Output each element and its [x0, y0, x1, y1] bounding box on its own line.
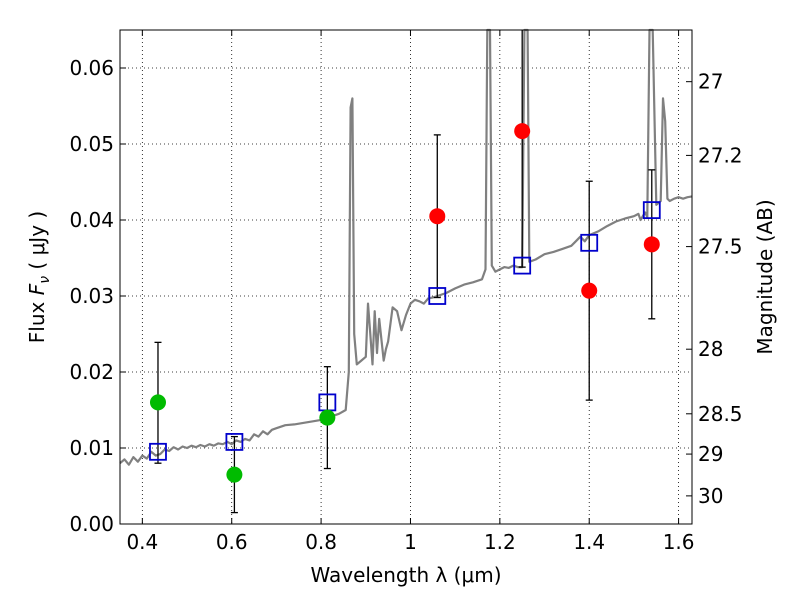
observed-green-marker — [149, 394, 166, 411]
model-photometry-marker — [225, 433, 244, 451]
x-tick-label: 1.2 — [484, 530, 516, 554]
y-tick-label: 0.03 — [69, 284, 114, 308]
y-tick-label: 0.02 — [69, 360, 114, 384]
axis-ticks: 0.4 0.6 0.8 1 1.2 1.4 1.6 0.00 0.01 0.02 0.03 0.04 0… — [69, 30, 743, 554]
y-axis-label: Flux Fν ( μJy ) — [25, 211, 53, 343]
model-sed-series — [119, 28, 693, 466]
x-tick-label: 1 — [404, 530, 417, 554]
data-markers — [149, 123, 661, 483]
right-tick-label: 28.5 — [698, 402, 743, 426]
y-axis-label-subscript: ν — [37, 276, 53, 284]
right-axis-label: Magnitude (AB) — [753, 199, 777, 354]
right-tick-label: 30 — [698, 484, 723, 508]
model-photometry-marker — [149, 442, 167, 461]
observed-green-marker — [319, 409, 336, 426]
x-tick-label: 0.8 — [305, 530, 337, 554]
x-tick-label: 0.6 — [216, 530, 248, 554]
x-axis-label: Wavelength λ (μm) — [310, 563, 501, 587]
plot-frame — [119, 29, 693, 525]
y-tick-label: 0.01 — [69, 436, 114, 460]
x-tick-label: 0.4 — [126, 530, 158, 554]
observed-red-marker — [581, 282, 598, 299]
x-tick-label: 1.4 — [573, 530, 605, 554]
right-tick-label: 27.5 — [698, 235, 743, 259]
model-photometry-marker — [642, 201, 661, 220]
x-tick-label: 1.6 — [663, 530, 695, 554]
observed-red-marker — [643, 236, 660, 253]
model-photometry-marker — [580, 233, 599, 252]
y-axis-label-prefix: Flux — [25, 295, 49, 343]
observed-red-marker — [514, 123, 531, 140]
observed-green-marker — [226, 466, 243, 483]
y-tick-label: 0.00 — [69, 512, 114, 536]
model-photometry-marker — [513, 256, 532, 275]
right-tick-label: 29 — [698, 442, 723, 466]
y-axis-label-symbol: F — [25, 283, 49, 295]
observed-red-marker — [429, 208, 446, 225]
y-tick-label: 0.06 — [69, 56, 114, 80]
right-tick-label: 27.2 — [698, 143, 743, 167]
model-photometry-marker — [428, 287, 447, 305]
right-tick-label: 28 — [698, 337, 723, 361]
model-sed-line — [119, 28, 693, 466]
right-tick-label: 27 — [698, 70, 723, 94]
y-tick-label: 0.04 — [69, 208, 114, 232]
y-axis-label-suffix: ( μJy ) — [25, 211, 49, 276]
y-tick-label: 0.05 — [69, 132, 114, 156]
grid-lines — [120, 30, 692, 524]
